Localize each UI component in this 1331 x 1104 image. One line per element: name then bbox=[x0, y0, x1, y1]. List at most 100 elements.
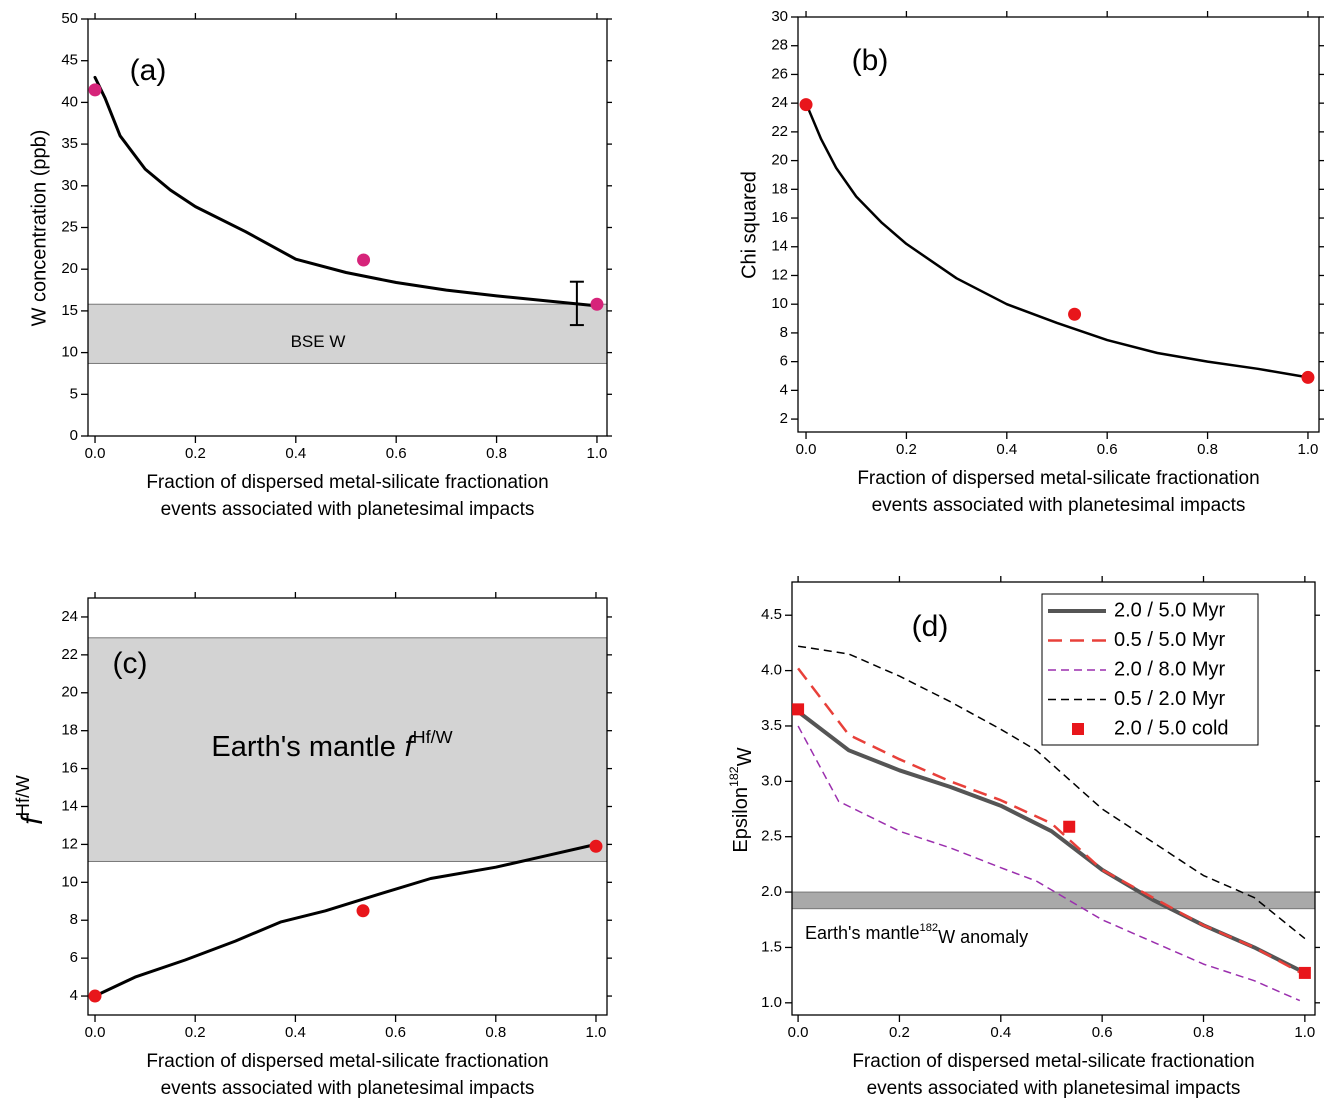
panel: Earth's mantle fHf/W46810121416182022240.… bbox=[12, 592, 612, 1099]
x-tick-label: 0.0 bbox=[85, 1024, 106, 1041]
x-tick-label: 0.0 bbox=[85, 445, 106, 462]
x-tick-label: 0.8 bbox=[1193, 1024, 1214, 1041]
marker bbox=[88, 83, 102, 97]
y-tick-label: 2.5 bbox=[761, 828, 782, 845]
band-label: Earth's mantle182W anomaly bbox=[805, 922, 1028, 947]
y-tick-label: 1.5 bbox=[761, 938, 782, 955]
y-tick-label: 5 bbox=[70, 385, 78, 402]
band bbox=[87, 303, 608, 364]
y-tick-label: 50 bbox=[61, 10, 78, 27]
y-tick-label: 30 bbox=[61, 177, 78, 194]
line bbox=[93, 842, 598, 998]
y-tick-label: 30 bbox=[771, 8, 788, 25]
text-part: Epsilon bbox=[730, 787, 752, 853]
y-tick-label: 18 bbox=[61, 722, 78, 739]
y-tick-label: 6 bbox=[70, 949, 78, 966]
text-part: BSE W bbox=[291, 332, 346, 351]
band bbox=[791, 891, 1316, 910]
legend-label: 2.0 / 8.0 Myr bbox=[1114, 658, 1225, 680]
marker bbox=[1301, 370, 1315, 384]
x-tick-label: 0.8 bbox=[1197, 441, 1218, 458]
x-axis-label: events associated with planetesimal impa… bbox=[161, 1078, 535, 1099]
line bbox=[797, 645, 1306, 940]
marker bbox=[1068, 307, 1082, 321]
x-tick-label: 0.4 bbox=[996, 441, 1017, 458]
y-tick-label: 12 bbox=[61, 835, 78, 852]
x-tick-label: 0.0 bbox=[788, 1024, 809, 1041]
y-tick-label: 14 bbox=[771, 238, 788, 255]
x-axis-label: Fraction of dispersed metal-silicate fra… bbox=[146, 1051, 548, 1072]
text-part: Earth's mantle bbox=[805, 923, 920, 943]
y-tick-label: 3.5 bbox=[761, 717, 782, 734]
line bbox=[797, 667, 1306, 977]
x-tick-label: 0.4 bbox=[990, 1024, 1011, 1041]
y-tick-label: 6 bbox=[780, 353, 788, 370]
x-tick-label: 1.0 bbox=[587, 445, 608, 462]
line bbox=[797, 725, 1301, 1002]
y-tick-label: 24 bbox=[61, 608, 78, 625]
x-tick-label: 1.0 bbox=[1294, 1024, 1315, 1041]
y-tick-label: 16 bbox=[61, 760, 78, 777]
y-axis-label: Epsilon182W bbox=[727, 747, 756, 852]
x-tick-label: 0.8 bbox=[486, 445, 507, 462]
y-tick-label: 1.0 bbox=[761, 994, 782, 1011]
y-tick-label: 4 bbox=[780, 381, 788, 398]
legend-swatch bbox=[1072, 723, 1084, 735]
y-axis-label: fHf/W bbox=[12, 775, 49, 825]
panel-label: (a) bbox=[130, 54, 167, 87]
y-tick-label: 35 bbox=[61, 135, 78, 152]
y-tick-label: 20 bbox=[61, 260, 78, 277]
text-part: Hf/W bbox=[12, 775, 33, 817]
y-tick-label: 28 bbox=[771, 37, 788, 54]
y-tick-label: 22 bbox=[61, 646, 78, 663]
band-label: Earth's mantle fHf/W bbox=[211, 727, 452, 763]
marker bbox=[792, 703, 805, 716]
marker bbox=[357, 253, 371, 267]
y-tick-label: 2.0 bbox=[761, 883, 782, 900]
y-tick-label: 40 bbox=[61, 93, 78, 110]
x-axis-label: Fraction of dispersed metal-silicate fra… bbox=[852, 1051, 1254, 1072]
panel-label: (d) bbox=[912, 610, 949, 643]
y-tick-label: 45 bbox=[61, 52, 78, 69]
marker bbox=[590, 297, 604, 311]
y-tick-label: 10 bbox=[771, 295, 788, 312]
x-tick-label: 0.2 bbox=[889, 1024, 910, 1041]
y-tick-label: 25 bbox=[61, 218, 78, 235]
plot-frame bbox=[797, 16, 1320, 433]
text-part: 182 bbox=[727, 766, 741, 787]
x-tick-label: 0.2 bbox=[896, 441, 917, 458]
marker bbox=[1298, 966, 1311, 979]
y-tick-label: 4.0 bbox=[761, 662, 782, 679]
text-part: f bbox=[16, 814, 49, 825]
y-tick-label: 24 bbox=[771, 94, 788, 111]
y-tick-label: 18 bbox=[771, 180, 788, 197]
panel-label: (b) bbox=[852, 44, 889, 77]
x-tick-label: 1.0 bbox=[1298, 441, 1319, 458]
y-tick-label: 20 bbox=[61, 684, 78, 701]
y-tick-label: 16 bbox=[771, 209, 788, 226]
y-tick-label: 10 bbox=[61, 873, 78, 890]
y-tick-label: 2 bbox=[780, 410, 788, 427]
marker bbox=[589, 839, 603, 853]
x-tick-label: 0.6 bbox=[1092, 1024, 1113, 1041]
x-tick-label: 0.8 bbox=[485, 1024, 506, 1041]
y-tick-label: 4 bbox=[70, 987, 78, 1004]
text-part: f bbox=[405, 731, 416, 763]
y-tick-label: 14 bbox=[61, 797, 78, 814]
y-tick-label: 8 bbox=[70, 911, 78, 928]
y-tick-label: 4.5 bbox=[761, 606, 782, 623]
marker bbox=[1063, 820, 1076, 833]
text-part: W bbox=[734, 747, 756, 766]
x-axis-label: events associated with planetesimal impa… bbox=[872, 495, 1246, 516]
y-tick-label: 0 bbox=[70, 427, 78, 444]
panel-label: (c) bbox=[113, 647, 148, 680]
plot-frame bbox=[791, 581, 1316, 1016]
text-part: 182 bbox=[920, 922, 939, 934]
x-tick-label: 0.6 bbox=[385, 1024, 406, 1041]
x-axis-label: Fraction of dispersed metal-silicate fra… bbox=[146, 472, 548, 493]
band-label: BSE W bbox=[291, 332, 346, 351]
text-part: Earth's mantle bbox=[211, 731, 395, 763]
x-axis-label: Fraction of dispersed metal-silicate fra… bbox=[857, 468, 1259, 489]
legend-label: 2.0 / 5.0 Myr bbox=[1114, 599, 1225, 621]
